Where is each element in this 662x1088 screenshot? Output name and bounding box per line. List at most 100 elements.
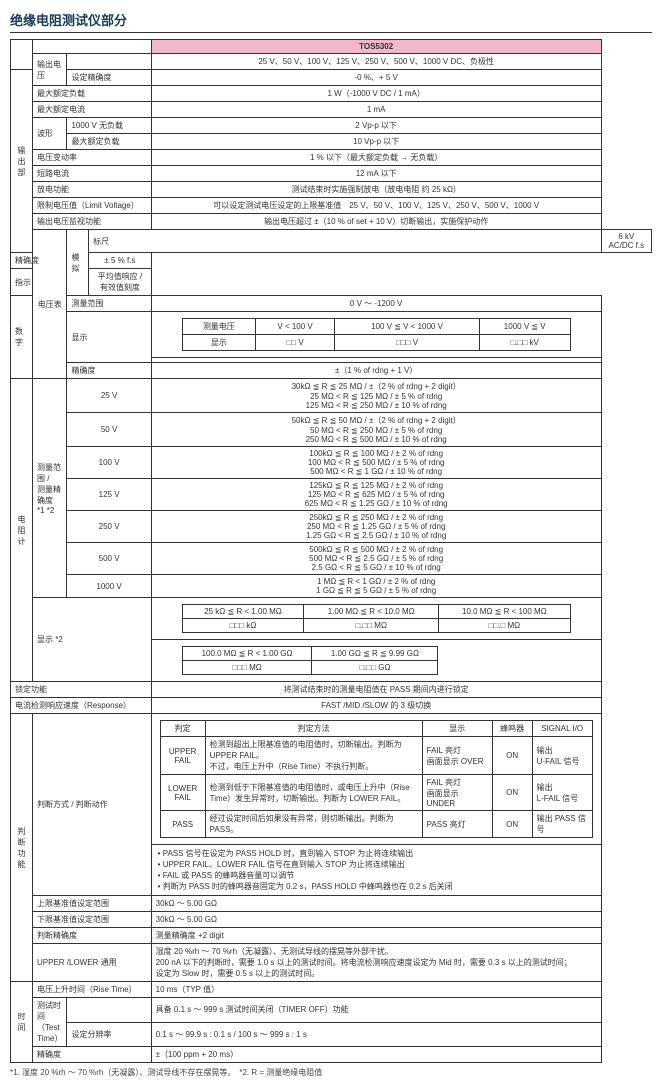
- upper-label: 上限基准值设定范围: [33, 896, 152, 912]
- dig-h1: 测量电压: [182, 319, 255, 335]
- jh0: 判定: [160, 721, 205, 737]
- out-acc-label: 设定精确度: [67, 70, 151, 86]
- od-r1-1f: □.□□ MΩ: [304, 619, 439, 633]
- out-acc-val: -0 %、+ 5 V: [151, 70, 601, 86]
- dig-acc: 精确度: [67, 363, 151, 379]
- short-val: 12 mA 以下: [151, 166, 601, 182]
- common-val: 湿度 20 %rh ～ 70 %rh（无凝露）、无测试导线的摆晃等外部干扰。 2…: [151, 944, 601, 982]
- spec-table: TOS5302 输出电压 25 V、50 V、100 V、125 V、250 V、…: [10, 39, 652, 1063]
- ohm-range-label: 测量范围 / 测量精确度 *1 *2: [33, 379, 67, 598]
- analog-ind-val: 平均值响应 / 有效值刻度: [89, 269, 152, 296]
- judge-notes: • PASS 信号在设定为 PASS HOLD 时，直到输入 STOP 为止将连…: [151, 845, 601, 896]
- analog-label: 模拟: [67, 230, 89, 296]
- resp-label: 电流检测响应速度（Response）: [11, 698, 152, 714]
- dig-range: 测量范围: [67, 296, 151, 312]
- jh1: 判定方法: [205, 721, 422, 737]
- ohm-lines-6: 1 MΩ ≦ R < 1 GΩ / ± 2 % of rdng1 GΩ ≦ R …: [151, 575, 601, 598]
- ohm-lines-3: 125kΩ ≦ R ≦ 125 MΩ / ± 2 % of rdng125 MΩ…: [151, 479, 601, 511]
- jr2m: 经过设定时间后如果没有异常，则切断输出。判断为 PASS。: [205, 811, 422, 838]
- dig-c1: □□ V: [255, 335, 334, 351]
- od-r1-2r: 10.0 MΩ ≦ R < 100 MΩ: [439, 605, 571, 619]
- dig-c2: □□□ V: [335, 335, 480, 351]
- res-val: 0.1 s ～ 99.9 s : 0.1 s / 100 s ～ 999 s :…: [151, 1022, 601, 1047]
- ohm-lines-4: 250kΩ ≦ R ≦ 250 MΩ / ± 2 % of rdng250 MΩ…: [151, 511, 601, 543]
- ohm-v-0: 25 V: [67, 379, 151, 413]
- jr0s: 输出 U-FAIL 信号: [532, 737, 592, 775]
- od-r2-0f: □□□ MΩ: [182, 661, 312, 675]
- lock-label: 锁定功能: [11, 682, 152, 698]
- jr0d: FAIL 亮灯 画面显示 OVER: [422, 737, 492, 775]
- jr0b: ON: [492, 737, 532, 775]
- limitv-val: 可以设定测试电压设定的上限基准值 25 V、50 V、100 V、125 V、2…: [151, 198, 601, 214]
- od-r2-1f: □.□□ GΩ: [312, 661, 438, 675]
- jacc-label: 判断精确度: [33, 928, 152, 944]
- res-label: 设定分辨率: [67, 1022, 151, 1047]
- ohm-lines-1: 50kΩ ≦ R ≦ 50 MΩ / ±（2 % of rdng + 2 dig…: [151, 413, 601, 447]
- dig-range-val: 0 V ～ -1200 V: [151, 296, 601, 312]
- jr0m: 检测到超出上限基准值的电阻值时，切断输出。判断为 UPPER FAIL。 不过，…: [205, 737, 422, 775]
- dig-rl: 显示: [182, 335, 255, 351]
- jr2j: PASS: [160, 811, 205, 838]
- limitv-label: 限制电压值（Limit Voltage）: [33, 198, 152, 214]
- upper-val: 30kΩ ～ 5.00 GΩ: [151, 896, 601, 912]
- ohm-disp-r2: 100.0 MΩ ≦ R < 1.00 GΩ1.00 GΩ ≦ R ≦ 9.99…: [182, 646, 439, 675]
- ohm-v-3: 125 V: [67, 479, 151, 511]
- wave-noload-val: 2 Vp-p 以下: [151, 118, 601, 134]
- discharge-label: 放电功能: [33, 182, 152, 198]
- od-r2-1r: 1.00 GΩ ≦ R ≦ 9.99 GΩ: [312, 647, 438, 661]
- ohm-lines-2: 100kΩ ≦ R ≦ 100 MΩ / ± 2 % of rdng100 MΩ…: [151, 447, 601, 479]
- rise-val: 10 ms（TYP 值）: [151, 982, 601, 998]
- wave-noload: 1000 V 无负载: [67, 118, 151, 134]
- test-label: 测试时间（Test Time）: [33, 998, 67, 1047]
- judge-method-label: 判断方式 / 判断动作: [33, 714, 152, 896]
- model-header: TOS5302: [151, 40, 601, 54]
- jh4: SIGNAL I/O: [532, 721, 592, 737]
- ohm-v-1: 50 V: [67, 413, 151, 447]
- lock-val: 将测试结束时的测量电阻值在 PASS 期间内进行锁定: [151, 682, 601, 698]
- monitor-val: 输出电压超过 ±（10 % of set + 10 V）切断输出，实施保护动作: [151, 214, 601, 230]
- ohm-lines-0: 30kΩ ≦ R ≦ 25 MΩ / ±（2 % of rdng + 2 dig…: [151, 379, 601, 413]
- jacc-val: 测量精确度 +2 digit: [151, 928, 601, 944]
- ohm-lines-5: 500kΩ ≦ R ≦ 500 MΩ / ± 2 % of rdng500 MΩ…: [151, 543, 601, 575]
- ohm-v-2: 100 V: [67, 447, 151, 479]
- page-title: 绝缘电阻测试仪部分: [10, 10, 652, 33]
- varrate-val: 1 % 以下（最大额定负载 → 无负载）: [151, 150, 601, 166]
- jr1j: LOWER FAIL: [160, 775, 205, 811]
- wave-label: 波形: [33, 118, 67, 150]
- maxcur-label: 最大额定电流: [33, 102, 152, 118]
- analog-scale-val: 6 kV AC/DC f.s: [601, 230, 651, 253]
- resp-val: FAST /MID /SLOW 的 3 级切换: [151, 698, 601, 714]
- jr1d: FAIL 亮灯 画面显示 UNDER: [422, 775, 492, 811]
- jr1m: 检测到低于下限基准值的电阻值时，或电压上升中（Rise Time）发生异常时，切…: [205, 775, 422, 811]
- out-voltage-label: 输出电压: [33, 54, 67, 86]
- od-r1-0f: □□□ kΩ: [182, 619, 304, 633]
- ohm-v-4: 250 V: [67, 511, 151, 543]
- wave-maxload: 最大额定负载: [67, 134, 151, 150]
- digital-label: 数字: [11, 296, 33, 379]
- output-section: 输出部: [11, 70, 33, 253]
- tacc-label: 精确度: [33, 1047, 152, 1063]
- time-section: 时间: [11, 982, 33, 1063]
- judge-section: 判断 功能: [11, 714, 33, 982]
- ohm-disp-r1: 25 kΩ ≦ R < 1.00 MΩ1.00 MΩ ≦ R < 10.0 MΩ…: [182, 604, 571, 633]
- od-r1-1r: 1.00 MΩ ≦ R < 10.0 MΩ: [304, 605, 439, 619]
- jr0j: UPPER FAIL: [160, 737, 205, 775]
- footnote: *1. 湿度 20 %rh ～ 70 %rh（无凝露）、测试导线不存在摆晃等。 …: [10, 1067, 652, 1078]
- ohm-disp-label: 显示 *2: [33, 598, 152, 682]
- analog-acc-val: ± 5 % f.s: [89, 253, 152, 269]
- jh3: 蜂鸣器: [492, 721, 532, 737]
- varrate-label: 电压变动率: [33, 150, 152, 166]
- dig-c3: □.□□ kV: [479, 335, 570, 351]
- dig-h3: 100 V ≦ V < 1000 V: [335, 319, 480, 335]
- jh2: 显示: [422, 721, 492, 737]
- dig-disp-table: 测量电压V < 100 V100 V ≦ V < 1000 V1000 V ≦ …: [182, 318, 571, 351]
- maxcur-val: 1 mA: [151, 102, 601, 118]
- analog-ind: 指示: [11, 269, 67, 296]
- od-r2-0r: 100.0 MΩ ≦ R < 1.00 GΩ: [182, 647, 312, 661]
- discharge-val: 测试结束时实施强制放电（放电电阻 约 25 kΩ）: [151, 182, 601, 198]
- lower-label: 下限基准值设定范围: [33, 912, 152, 928]
- analog-scale: 标尺: [89, 230, 602, 253]
- out-voltage-val: 25 V、50 V、100 V、125 V、250 V、500 V、1000 V…: [151, 54, 601, 70]
- dig-h2: V < 100 V: [255, 319, 334, 335]
- jr1s: 输出 L-FAIL 信号: [532, 775, 592, 811]
